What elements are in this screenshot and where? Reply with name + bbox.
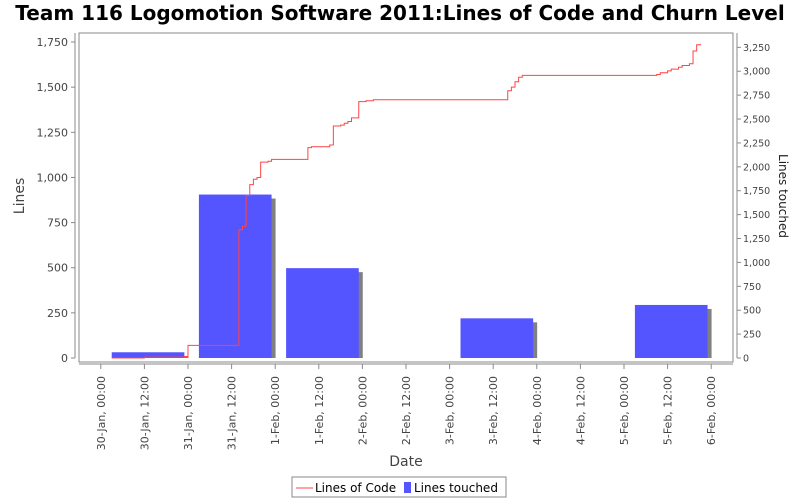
x-tick-label: 1-Feb, 00:00 [269, 376, 282, 445]
x-tick-label: 4-Feb, 12:00 [574, 376, 587, 445]
x-tick-label: 4-Feb, 00:00 [531, 376, 544, 445]
legend-swatch-lines-touched [404, 482, 411, 493]
line-lines-of-code [111, 43, 701, 359]
x-tick-label: 31-Jan, 12:00 [226, 376, 239, 450]
y2-tick-label: 1,750 [743, 186, 770, 197]
y-tick-label: 750 [47, 217, 68, 230]
x-tick-label: 2-Feb, 12:00 [400, 376, 413, 445]
y-axis-label: Lines [12, 178, 28, 214]
legend-label-lines-touched: Lines touched [414, 481, 498, 495]
y2-tick-label: 250 [743, 330, 761, 341]
y2-tick-label: 2,500 [743, 115, 770, 126]
legend: Lines of Code Lines touched [291, 476, 507, 498]
bar-lines-touched-4 [634, 304, 708, 358]
x-tick-label: 3-Feb, 12:00 [487, 376, 500, 445]
x-tick-label: 3-Feb, 00:00 [444, 376, 457, 445]
plot-area [78, 32, 734, 363]
y2-tick-label: 3,250 [743, 43, 770, 54]
y2-tick-label: 0 [743, 354, 749, 365]
y-tick-label: 1,750 [37, 36, 69, 49]
x-tick-label: 5-Feb, 00:00 [618, 376, 631, 445]
y-tick-label: 250 [47, 307, 68, 320]
bar-lines-touched-0 [111, 352, 185, 358]
x-tick-label: 5-Feb, 12:00 [662, 376, 675, 445]
y2-tick-label: 3,000 [743, 67, 770, 78]
y2-tick-label: 2,000 [743, 162, 770, 173]
x-tick-label: 30-Jan, 12:00 [138, 376, 151, 450]
y2-tick-label: 1,000 [743, 258, 770, 269]
y-tick-label: 1,000 [37, 171, 69, 184]
right-axis-ticks: 0 250 500 750 1,000 1,250 1,500 1,750 2,000 2,250… [737, 43, 770, 365]
y2-tick-label: 750 [743, 282, 761, 293]
legend-label-lines-of-code: Lines of Code [315, 481, 396, 495]
x-tick-label: 1-Feb, 12:00 [313, 376, 326, 445]
bars-layer [111, 194, 712, 358]
left-axis-ticks: 0 250 500 750 1,000 1,250 1,500 1,750 [37, 36, 75, 365]
bar-lines-touched-3 [460, 318, 534, 358]
x-tick-label: 31-Jan, 00:00 [182, 376, 195, 450]
y2-tick-label: 1,250 [743, 234, 770, 245]
y2-axis-label: Lines touched [776, 154, 790, 238]
y-tick-label: 0 [61, 352, 68, 365]
x-tick-label: 30-Jan, 00:00 [95, 376, 108, 450]
y2-tick-label: 2,750 [743, 91, 770, 102]
x-axis-label: Date [389, 454, 422, 470]
chart-title: Team 116 Logomotion Software 2011:Lines … [15, 1, 784, 25]
bar-lines-touched-2 [286, 268, 359, 358]
y2-tick-label: 500 [743, 306, 761, 317]
bar-lines-touched-1 [198, 194, 272, 358]
y-tick-label: 1,250 [37, 126, 69, 139]
x-tick-label: 6-Feb, 00:00 [705, 376, 718, 445]
y-tick-label: 1,500 [37, 81, 69, 94]
y2-tick-label: 1,500 [743, 210, 770, 221]
y2-tick-label: 2,250 [743, 138, 770, 149]
x-tick-label: 2-Feb, 00:00 [356, 376, 369, 445]
line-layer [111, 43, 701, 359]
legend-box [291, 476, 507, 498]
y-tick-label: 500 [47, 262, 68, 275]
x-axis-ticks: 30-Jan, 00:00 30-Jan, 12:00 31-Jan, 00:00 3… [95, 364, 718, 450]
